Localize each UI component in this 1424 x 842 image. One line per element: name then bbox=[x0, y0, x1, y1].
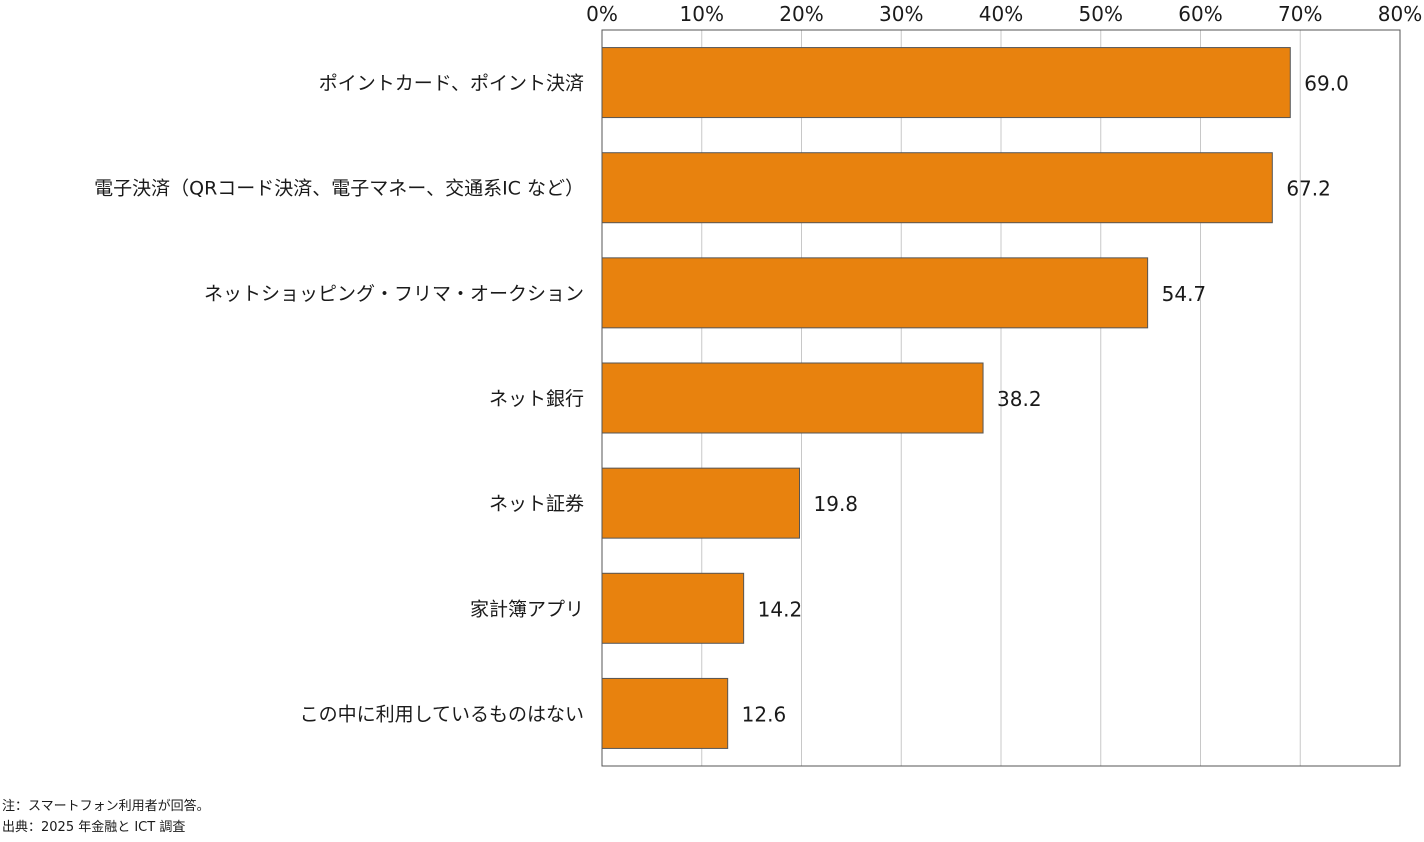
plot-frame bbox=[601, 29, 1401, 767]
value-label: 12.6 bbox=[742, 702, 787, 726]
x-tick-label: 20% bbox=[779, 2, 823, 26]
category-label: ネット証券 bbox=[489, 493, 584, 515]
category-label: 電子決済（QRコード決済、電子マネー、交通系IC など） bbox=[94, 178, 584, 200]
value-label: 67.2 bbox=[1286, 177, 1331, 201]
category-label: 家計簿アプリ bbox=[470, 598, 584, 620]
x-tick-label: 0% bbox=[586, 2, 618, 26]
value-label: 38.2 bbox=[997, 387, 1042, 411]
category-label: ネットショッピング・フリマ・オークション bbox=[204, 283, 584, 305]
note-text: 注：スマートフォン利用者が回答。 bbox=[2, 799, 210, 814]
value-labels: 69.0 67.2 54.7 38.2 19.8 14.2 12.6 bbox=[742, 72, 1349, 727]
x-tick-label: 60% bbox=[1178, 2, 1222, 26]
footnotes: 注：スマートフォン利用者が回答。 出典：2025 年金融と ICT 調査 bbox=[2, 796, 210, 838]
value-label: 69.0 bbox=[1304, 72, 1349, 96]
x-tick-label: 30% bbox=[879, 2, 923, 26]
value-label: 14.2 bbox=[758, 597, 803, 621]
value-label: 54.7 bbox=[1162, 282, 1207, 306]
bar bbox=[601, 572, 745, 644]
bar bbox=[601, 152, 1273, 224]
x-tick-labels: 0% 10% 20% 30% 40% 50% 60% 70% 80% bbox=[586, 2, 1422, 26]
category-label: ネット銀行 bbox=[489, 388, 584, 410]
source-text: 出典：2025 年金融と ICT 調査 bbox=[2, 820, 186, 835]
bar bbox=[601, 677, 729, 749]
x-tick-label: 80% bbox=[1378, 2, 1422, 26]
category-label: この中に利用しているものはない bbox=[300, 703, 584, 725]
bar bbox=[601, 467, 801, 539]
category-label: ポイントカード、ポイント決済 bbox=[319, 73, 584, 95]
bar bbox=[601, 47, 1291, 119]
bar bbox=[601, 257, 1149, 329]
x-tick-label: 10% bbox=[680, 2, 724, 26]
bar bbox=[601, 362, 984, 434]
x-tick-label: 70% bbox=[1278, 2, 1322, 26]
x-tick-label: 50% bbox=[1079, 2, 1123, 26]
bars bbox=[601, 47, 1291, 749]
value-label: 19.8 bbox=[814, 492, 859, 516]
x-tick-label: 40% bbox=[979, 2, 1023, 26]
